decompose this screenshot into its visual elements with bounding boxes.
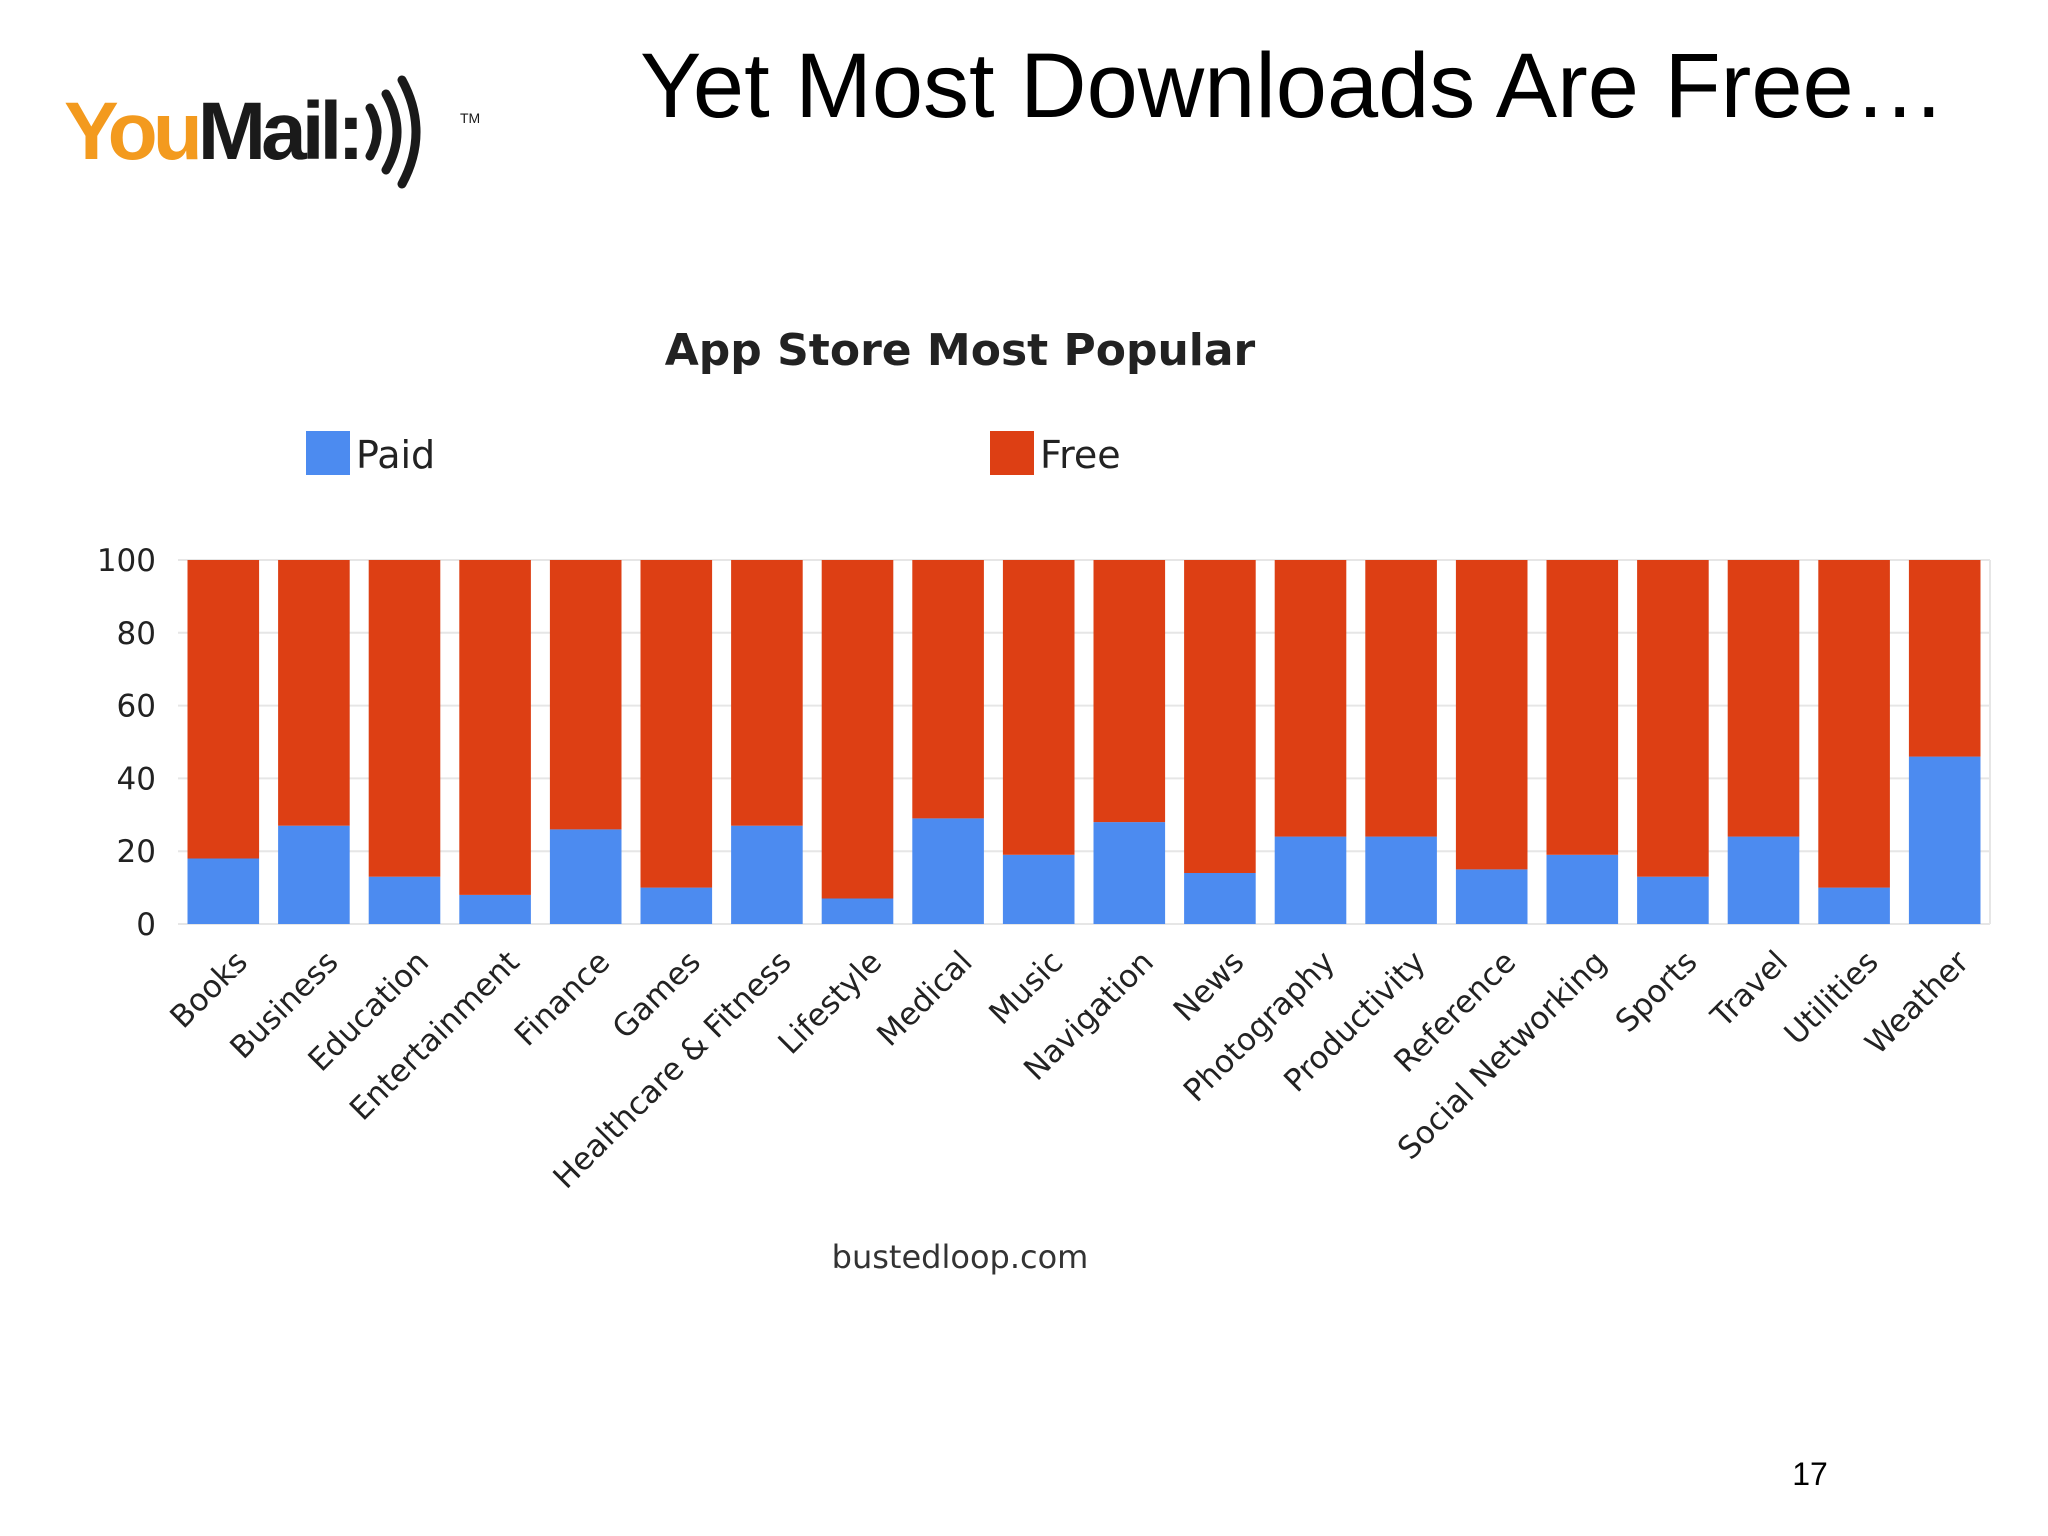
x-tick-label: Music <box>982 944 1070 1032</box>
bar-free <box>1184 560 1256 873</box>
bar-paid <box>278 825 350 924</box>
youmail-logo: YouMail: <box>64 72 424 192</box>
bar-free <box>1274 560 1347 837</box>
bar-free <box>1546 560 1619 855</box>
y-tick-label: 40 <box>117 761 156 797</box>
bar-paid <box>731 825 803 924</box>
bar-paid <box>1002 854 1075 924</box>
page-number: 17 <box>1792 1456 1828 1492</box>
bar-free <box>640 560 713 888</box>
bar-free <box>731 560 803 826</box>
y-tick-label: 20 <box>117 834 156 870</box>
bar-free <box>1002 560 1075 855</box>
bar-paid <box>1274 836 1347 924</box>
bar-paid <box>1093 822 1166 924</box>
slide-title: Yet Most Downloads Are Free… <box>640 35 1946 137</box>
bar-paid <box>821 898 894 924</box>
chart-gridlines <box>178 559 1991 925</box>
y-tick-label: 60 <box>117 689 156 725</box>
logo-trademark: TM <box>460 110 481 126</box>
y-tick-label: 80 <box>117 616 156 652</box>
x-tick-label: News <box>1167 944 1252 1029</box>
bar-free <box>821 560 894 899</box>
bar-paid <box>459 894 531 924</box>
bar-free <box>1818 560 1890 888</box>
x-tick-label: Finance <box>508 944 617 1053</box>
bar-paid <box>549 829 622 924</box>
bar-free <box>1727 560 1800 837</box>
bar-paid <box>640 887 713 924</box>
bar-free <box>278 560 350 826</box>
bar-paid <box>1546 854 1619 924</box>
x-tick-label: Medical <box>870 944 979 1053</box>
bar-free <box>459 560 531 895</box>
bar-paid <box>187 858 260 924</box>
bar-paid <box>1184 873 1256 924</box>
chart-legend: Paid Free <box>306 431 1121 477</box>
bar-free <box>1365 560 1437 837</box>
bar-free <box>1908 560 1981 757</box>
legend-label-paid: Paid <box>356 433 435 477</box>
logo-text-you: You <box>64 86 203 177</box>
y-tick-label: 0 <box>136 907 156 943</box>
x-axis: BooksBusinessEducationEntertainmentFinan… <box>163 944 1976 1196</box>
bar-paid <box>1908 756 1981 924</box>
bar-free <box>187 560 260 859</box>
bar-free <box>1455 560 1528 870</box>
y-tick-label: 100 <box>97 543 156 579</box>
bar-paid <box>1455 869 1528 924</box>
sound-waves-icon <box>365 75 420 189</box>
bar-paid <box>1727 836 1800 924</box>
logo-text-mail: Mail: <box>197 86 365 177</box>
bar-free <box>1093 560 1166 823</box>
bar-free <box>912 560 984 819</box>
bar-paid <box>912 818 984 924</box>
legend-label-free: Free <box>1040 433 1121 477</box>
bar-paid <box>1365 836 1437 924</box>
chart-title: App Store Most Popular <box>665 325 1256 376</box>
bar-paid <box>368 876 441 924</box>
bar-paid <box>1818 887 1890 924</box>
x-tick-label: Sports <box>1609 944 1705 1040</box>
bars <box>187 560 1981 924</box>
x-tick-label: Entertainment <box>343 944 527 1128</box>
bar-paid <box>1637 876 1709 924</box>
legend-swatch-free <box>990 431 1034 475</box>
logo-text: YouMail: <box>64 91 365 173</box>
bar-free <box>368 560 441 877</box>
legend-swatch-paid <box>306 431 350 475</box>
bar-free <box>549 560 622 830</box>
bar-free <box>1637 560 1709 877</box>
stacked-bar-chart: App Store Most Popular Paid Free 0 20 40 60 8… <box>97 325 1991 1276</box>
y-axis: 0 20 40 60 80 100 <box>97 543 156 943</box>
chart-source: bustedloop.com <box>832 1238 1089 1276</box>
